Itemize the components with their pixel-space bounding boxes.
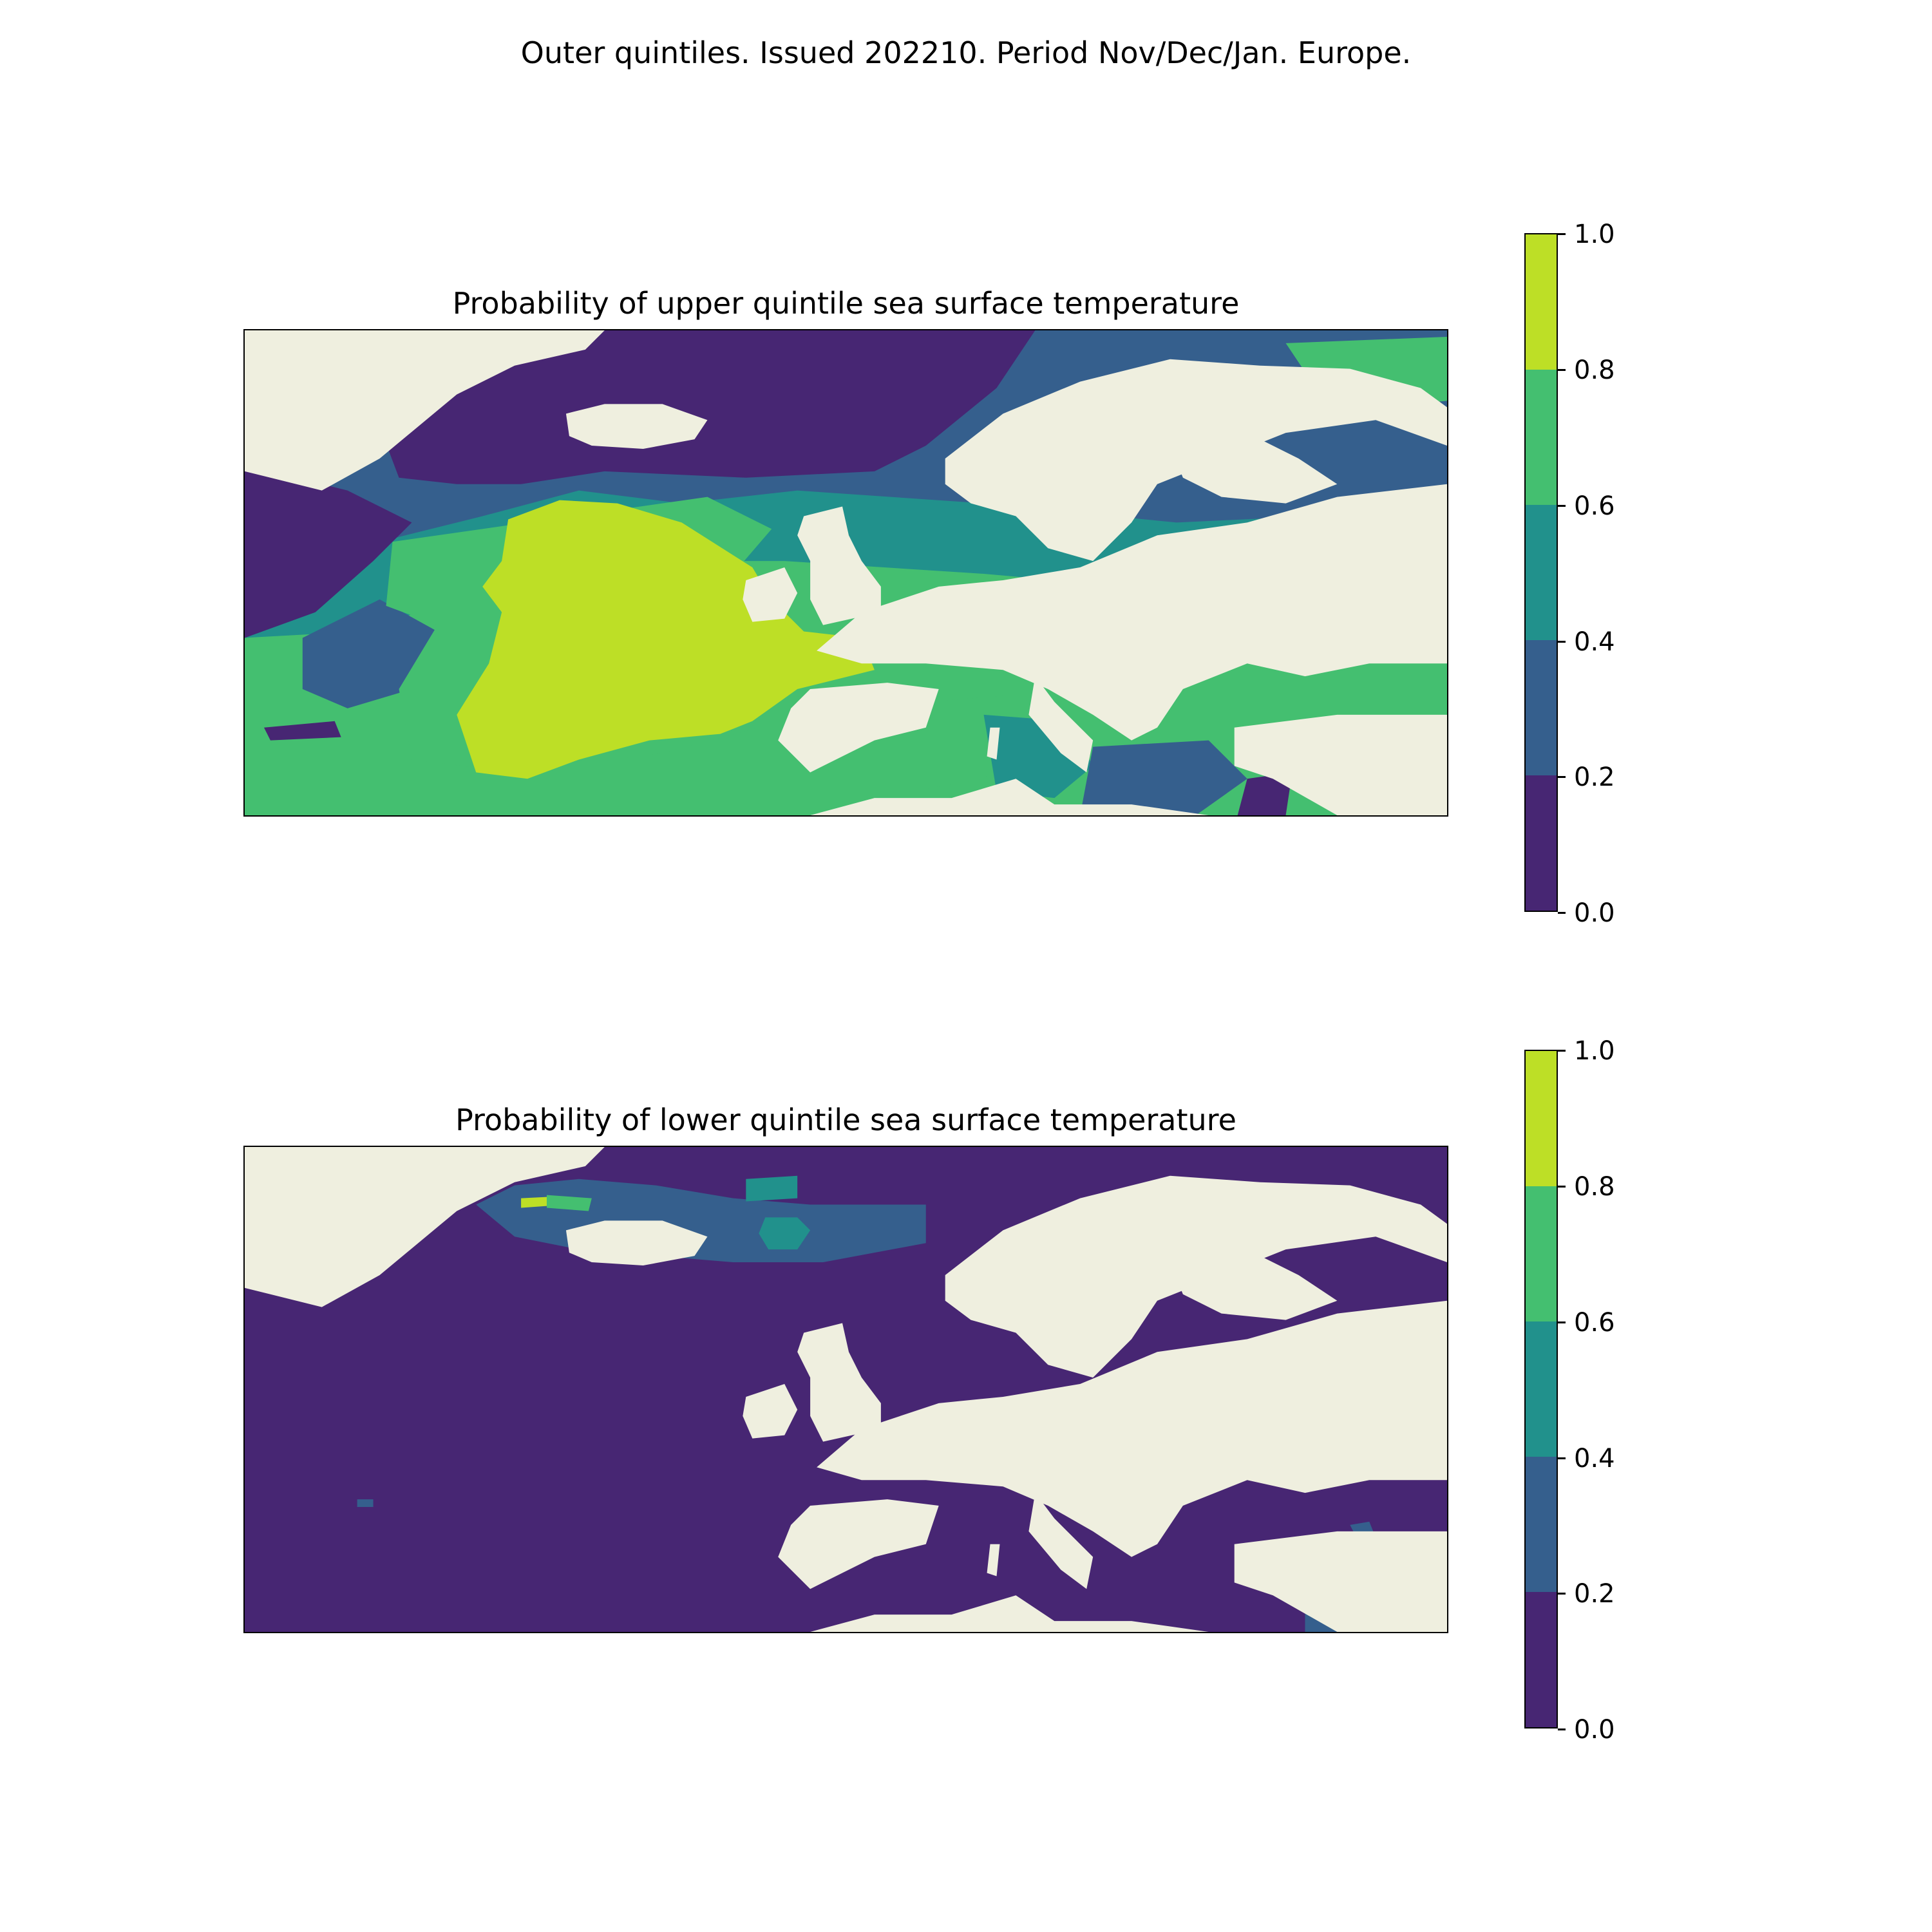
lower-colorbar: [1524, 1050, 1558, 1728]
upper-colorbar-tick: [1558, 505, 1566, 507]
lower-zone-atlantic-dot: [357, 1499, 374, 1508]
upper-colorbar-label: 0.6: [1574, 491, 1615, 521]
lower-colorbar-label: 0.0: [1574, 1715, 1615, 1745]
upper-zone-aegean-mid: [1080, 740, 1247, 815]
upper-colorbar-label: 0.2: [1574, 762, 1615, 792]
lower-colorbar-band-2: [1526, 1457, 1557, 1592]
lower-land-sardinia: [987, 1544, 1000, 1577]
lower-land-ireland: [743, 1384, 798, 1439]
upper-land-ireland: [743, 567, 798, 622]
lower-colorbar-label: 1.0: [1574, 1036, 1615, 1066]
figure-suptitle: Outer quintiles. Issued 202210. Period N…: [520, 35, 1412, 70]
lower-colorbar-band-4: [1526, 1186, 1557, 1321]
lower-colorbar-tick: [1558, 1457, 1566, 1459]
lower-zone-jan-mayen-mid: [746, 1175, 798, 1202]
lower-colorbar-tick: [1558, 1593, 1566, 1595]
lower-land-continent: [817, 1300, 1447, 1557]
lower-land-britain: [797, 1323, 881, 1442]
upper-colorbar-label: 0.0: [1574, 898, 1615, 928]
upper-land-greenland: [245, 330, 605, 491]
upper-land-sardinia: [987, 727, 1000, 760]
upper-colorbar-band-5: [1526, 234, 1557, 370]
upper-zone-swatl-low: [263, 721, 341, 741]
upper-land: [245, 330, 1447, 815]
upper-zone-labrador-low: [245, 464, 412, 638]
lower-colorbar-band-1: [1526, 1592, 1557, 1727]
upper-colorbar-band-4: [1526, 370, 1557, 505]
lower-colorbar-tick: [1558, 1321, 1566, 1323]
lower-colorbar-tick: [1558, 1186, 1566, 1188]
upper-zone-atl-hot: [457, 500, 875, 779]
lower-land-turkey: [1234, 1531, 1447, 1632]
lower-colorbar-label: 0.2: [1574, 1579, 1615, 1609]
upper-colorbar-tick: [1558, 776, 1566, 778]
lower-land-iceland: [565, 1220, 708, 1266]
upper-zone-norwegian-low: [373, 330, 1036, 484]
lower-colorbar-band-3: [1526, 1321, 1557, 1457]
upper-colorbar-tick: [1558, 233, 1566, 235]
upper-colorbar-tick: [1558, 641, 1566, 643]
upper-land-finland: [1170, 433, 1338, 504]
upper-land-continent: [817, 484, 1447, 741]
lower-zone-greenland-green: [546, 1195, 592, 1211]
lower-colorbar-tick: [1558, 1728, 1566, 1730]
lower-zone-north-iceland-mid: [759, 1217, 811, 1250]
upper-map-svg: [245, 330, 1447, 815]
lower-land: [245, 1147, 1447, 1632]
upper-panel-title: Probability of upper quintile sea surfac…: [452, 286, 1240, 321]
lower-land-italy: [1028, 1493, 1094, 1589]
lower-colorbar-tick: [1558, 1050, 1566, 1052]
lower-colorbar-label: 0.8: [1574, 1172, 1615, 1202]
upper-land-britain: [797, 506, 881, 625]
lower-colorbar-band-5: [1526, 1051, 1557, 1186]
lower-map-svg: [245, 1147, 1447, 1632]
upper-colorbar-label: 0.8: [1574, 355, 1615, 385]
upper-quintile-map: [243, 329, 1448, 817]
lower-land-africa: [810, 1595, 1209, 1632]
upper-colorbar-band-1: [1526, 775, 1557, 911]
lower-quintile-map: [243, 1146, 1448, 1633]
lower-colorbar-label: 0.6: [1574, 1308, 1615, 1338]
upper-colorbar-label: 1.0: [1574, 220, 1615, 249]
lower-panel-title: Probability of lower quintile sea surfac…: [455, 1103, 1236, 1137]
upper-land-iceland: [565, 404, 708, 450]
upper-land-italy: [1028, 676, 1094, 773]
upper-colorbar-label: 0.4: [1574, 627, 1615, 657]
upper-colorbar-tick: [1558, 369, 1566, 371]
lower-colorbar-label: 0.4: [1574, 1444, 1615, 1473]
upper-zone-eastmed-low: [1237, 772, 1293, 815]
upper-colorbar-band-2: [1526, 640, 1557, 775]
lower-zone-greenland-hot: [521, 1197, 548, 1208]
upper-land-turkey: [1234, 714, 1447, 815]
upper-land-iberia: [778, 683, 939, 773]
upper-colorbar: [1524, 233, 1558, 912]
upper-colorbar-band-3: [1526, 505, 1557, 640]
lower-land-iberia: [778, 1499, 939, 1589]
upper-colorbar-tick: [1558, 912, 1566, 914]
lower-land-finland: [1170, 1249, 1338, 1320]
upper-land-africa: [810, 779, 1209, 815]
lower-land-greenland: [245, 1147, 605, 1307]
